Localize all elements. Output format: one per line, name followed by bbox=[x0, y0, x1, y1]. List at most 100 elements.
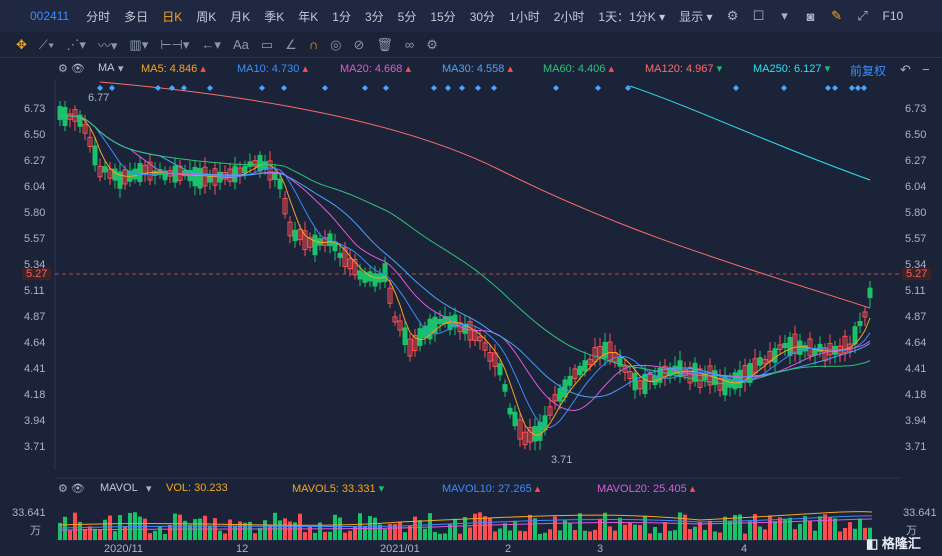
candle-body bbox=[527, 427, 533, 443]
volume-bar bbox=[83, 528, 87, 540]
volume-bar bbox=[523, 531, 527, 540]
price-tick-label: 5.80 bbox=[905, 207, 927, 219]
candle-body bbox=[57, 105, 63, 120]
settings-icon[interactable]: ⚙ bbox=[726, 8, 739, 23]
period-monthly-k[interactable]: 月K bbox=[230, 9, 251, 24]
price-tick-label: 5.11 bbox=[905, 285, 926, 297]
price-tick-label: 3.94 bbox=[24, 415, 46, 427]
period-toolbar: 002411 分时 多日 日K 周K 月K 季K 年K 1分 3分 5分 15分… bbox=[0, 0, 942, 33]
display-select[interactable]: 显示 ▾ bbox=[672, 8, 719, 25]
minus-icon[interactable]: − bbox=[922, 62, 930, 77]
period-2hour[interactable]: 2小时 bbox=[553, 9, 585, 24]
arrow-tool-icon[interactable]: ←▾ bbox=[201, 36, 221, 52]
current-price-tag: 5.27 bbox=[902, 268, 932, 280]
stock-code[interactable]: 002411 bbox=[30, 9, 70, 23]
period-yearly-k[interactable]: 年K bbox=[298, 9, 319, 24]
period-5min[interactable]: 5分 bbox=[397, 9, 417, 24]
mavol20-value: MAVOL20: 25.405 ▴ bbox=[597, 483, 696, 495]
checkbox-icon[interactable]: ☐ bbox=[752, 8, 765, 23]
candle-body bbox=[867, 287, 873, 299]
period-1min[interactable]: 1分 bbox=[332, 9, 351, 24]
drawing-toolbar: ✥ ⟋▾ ⋰▾ 〰▾ ▥▾ ⊢⊣▾ ←▾ Aa ▭ ∠ ∩ ◎ ⊘ 🗑 ∞ ⚙ bbox=[0, 32, 942, 58]
period-intraday[interactable]: 分时 bbox=[86, 9, 111, 24]
event-marker-icon bbox=[849, 85, 855, 91]
event-marker-icon bbox=[431, 85, 437, 91]
fullscreen-icon[interactable]: ⤢ bbox=[857, 8, 868, 23]
ruler-icon[interactable]: ∠ bbox=[285, 36, 297, 52]
line-tool-icon[interactable]: ⟋▾ bbox=[38, 36, 55, 52]
candle-body bbox=[322, 237, 328, 246]
chevron-down-icon[interactable]: ▾ bbox=[146, 483, 152, 495]
period-quarterly-k[interactable]: 季K bbox=[264, 9, 285, 24]
volume-bar bbox=[568, 522, 572, 540]
polyline-tool-icon[interactable]: ⋰▾ bbox=[66, 36, 86, 52]
period-multi-day[interactable]: 多日 bbox=[124, 9, 149, 24]
volume-bar bbox=[693, 526, 697, 540]
mavol-label[interactable]: MAVOL bbox=[100, 482, 138, 494]
period-15min[interactable]: 15分 bbox=[430, 9, 456, 24]
range-select[interactable]: 1天：1分K ▾ bbox=[591, 8, 672, 25]
candle-body bbox=[727, 379, 733, 388]
fib-tool-icon[interactable]: ▥▾ bbox=[129, 36, 149, 52]
settings-icon[interactable]: ⚙ bbox=[426, 36, 438, 52]
volume-bar bbox=[238, 521, 242, 540]
trash-icon[interactable]: 🗑 bbox=[376, 36, 393, 52]
price-tick-label: 4.87 bbox=[24, 311, 46, 323]
event-marker-icon bbox=[781, 85, 787, 91]
event-marker-icon bbox=[553, 85, 559, 91]
volume-bar bbox=[178, 514, 182, 540]
measure-tool-icon[interactable]: ⊢⊣▾ bbox=[160, 36, 190, 52]
ma10-value: MA10: 4.730 ▴ bbox=[237, 63, 308, 75]
volume-bar bbox=[748, 521, 752, 540]
volume-bar bbox=[88, 526, 92, 540]
volume-bar bbox=[328, 531, 332, 540]
ma20-value: MA20: 4.668 ▴ bbox=[340, 63, 411, 75]
ma-label[interactable]: MA bbox=[98, 62, 115, 74]
period-1hour[interactable]: 1小时 bbox=[509, 9, 540, 24]
event-marker-icon bbox=[595, 85, 601, 91]
period-30min[interactable]: 30分 bbox=[469, 9, 496, 24]
volume-bar bbox=[638, 524, 642, 540]
candle-body bbox=[242, 165, 248, 174]
event-marker-icon bbox=[97, 85, 103, 91]
volume-bar bbox=[303, 532, 307, 540]
hide-icon[interactable]: ⊘ bbox=[353, 36, 365, 52]
low-annotation: 3.71 bbox=[551, 454, 573, 466]
price-tick-label: 6.27 bbox=[905, 155, 927, 167]
volume-bar bbox=[848, 522, 852, 540]
volume-bar bbox=[423, 528, 427, 540]
chevron-down-icon[interactable]: ▾ bbox=[118, 63, 124, 75]
comment-tool-icon[interactable]: ▭ bbox=[260, 36, 274, 52]
current-price-tag: 5.27 bbox=[22, 268, 52, 280]
volume-bar bbox=[268, 524, 272, 540]
camera-icon[interactable]: ◙ bbox=[806, 8, 815, 24]
volume-bar bbox=[588, 531, 592, 540]
period-3min[interactable]: 3分 bbox=[364, 9, 384, 24]
eye-icon[interactable]: ◎ bbox=[330, 36, 342, 52]
pencil-icon[interactable]: ✎ bbox=[831, 8, 842, 23]
volume-bar bbox=[633, 524, 637, 540]
volume-bar bbox=[313, 532, 317, 540]
vol-settings-icon[interactable]: ⚙ 👁 bbox=[58, 483, 85, 495]
crosshair-icon[interactable]: ✥ bbox=[16, 36, 27, 52]
f10-button[interactable]: F10 bbox=[882, 9, 904, 23]
ma-settings-icon[interactable]: ⚙ 👁 bbox=[58, 63, 85, 75]
volume-bar bbox=[553, 516, 557, 540]
link-icon[interactable]: ∞ bbox=[404, 37, 415, 52]
chevron-down-icon: ▾ bbox=[659, 9, 666, 24]
period-daily-k[interactable]: 日K bbox=[162, 9, 183, 24]
volume-bar bbox=[658, 532, 662, 540]
volume-bar bbox=[758, 526, 762, 540]
candle-body bbox=[72, 108, 78, 122]
undo-icon[interactable]: ↶ bbox=[900, 62, 911, 77]
wave-tool-icon[interactable]: 〰▾ bbox=[97, 38, 118, 53]
chevron-down-icon[interactable]: ▾ bbox=[781, 8, 788, 23]
mavol20-line bbox=[59, 518, 873, 531]
text-tool-icon[interactable]: Aa bbox=[232, 37, 249, 52]
period-weekly-k[interactable]: 周K bbox=[196, 9, 217, 24]
magnet-icon[interactable]: ∩ bbox=[308, 37, 319, 52]
candle-body bbox=[677, 360, 683, 377]
adjust-button[interactable]: 前复权 bbox=[850, 64, 887, 78]
candle-body bbox=[632, 372, 638, 391]
